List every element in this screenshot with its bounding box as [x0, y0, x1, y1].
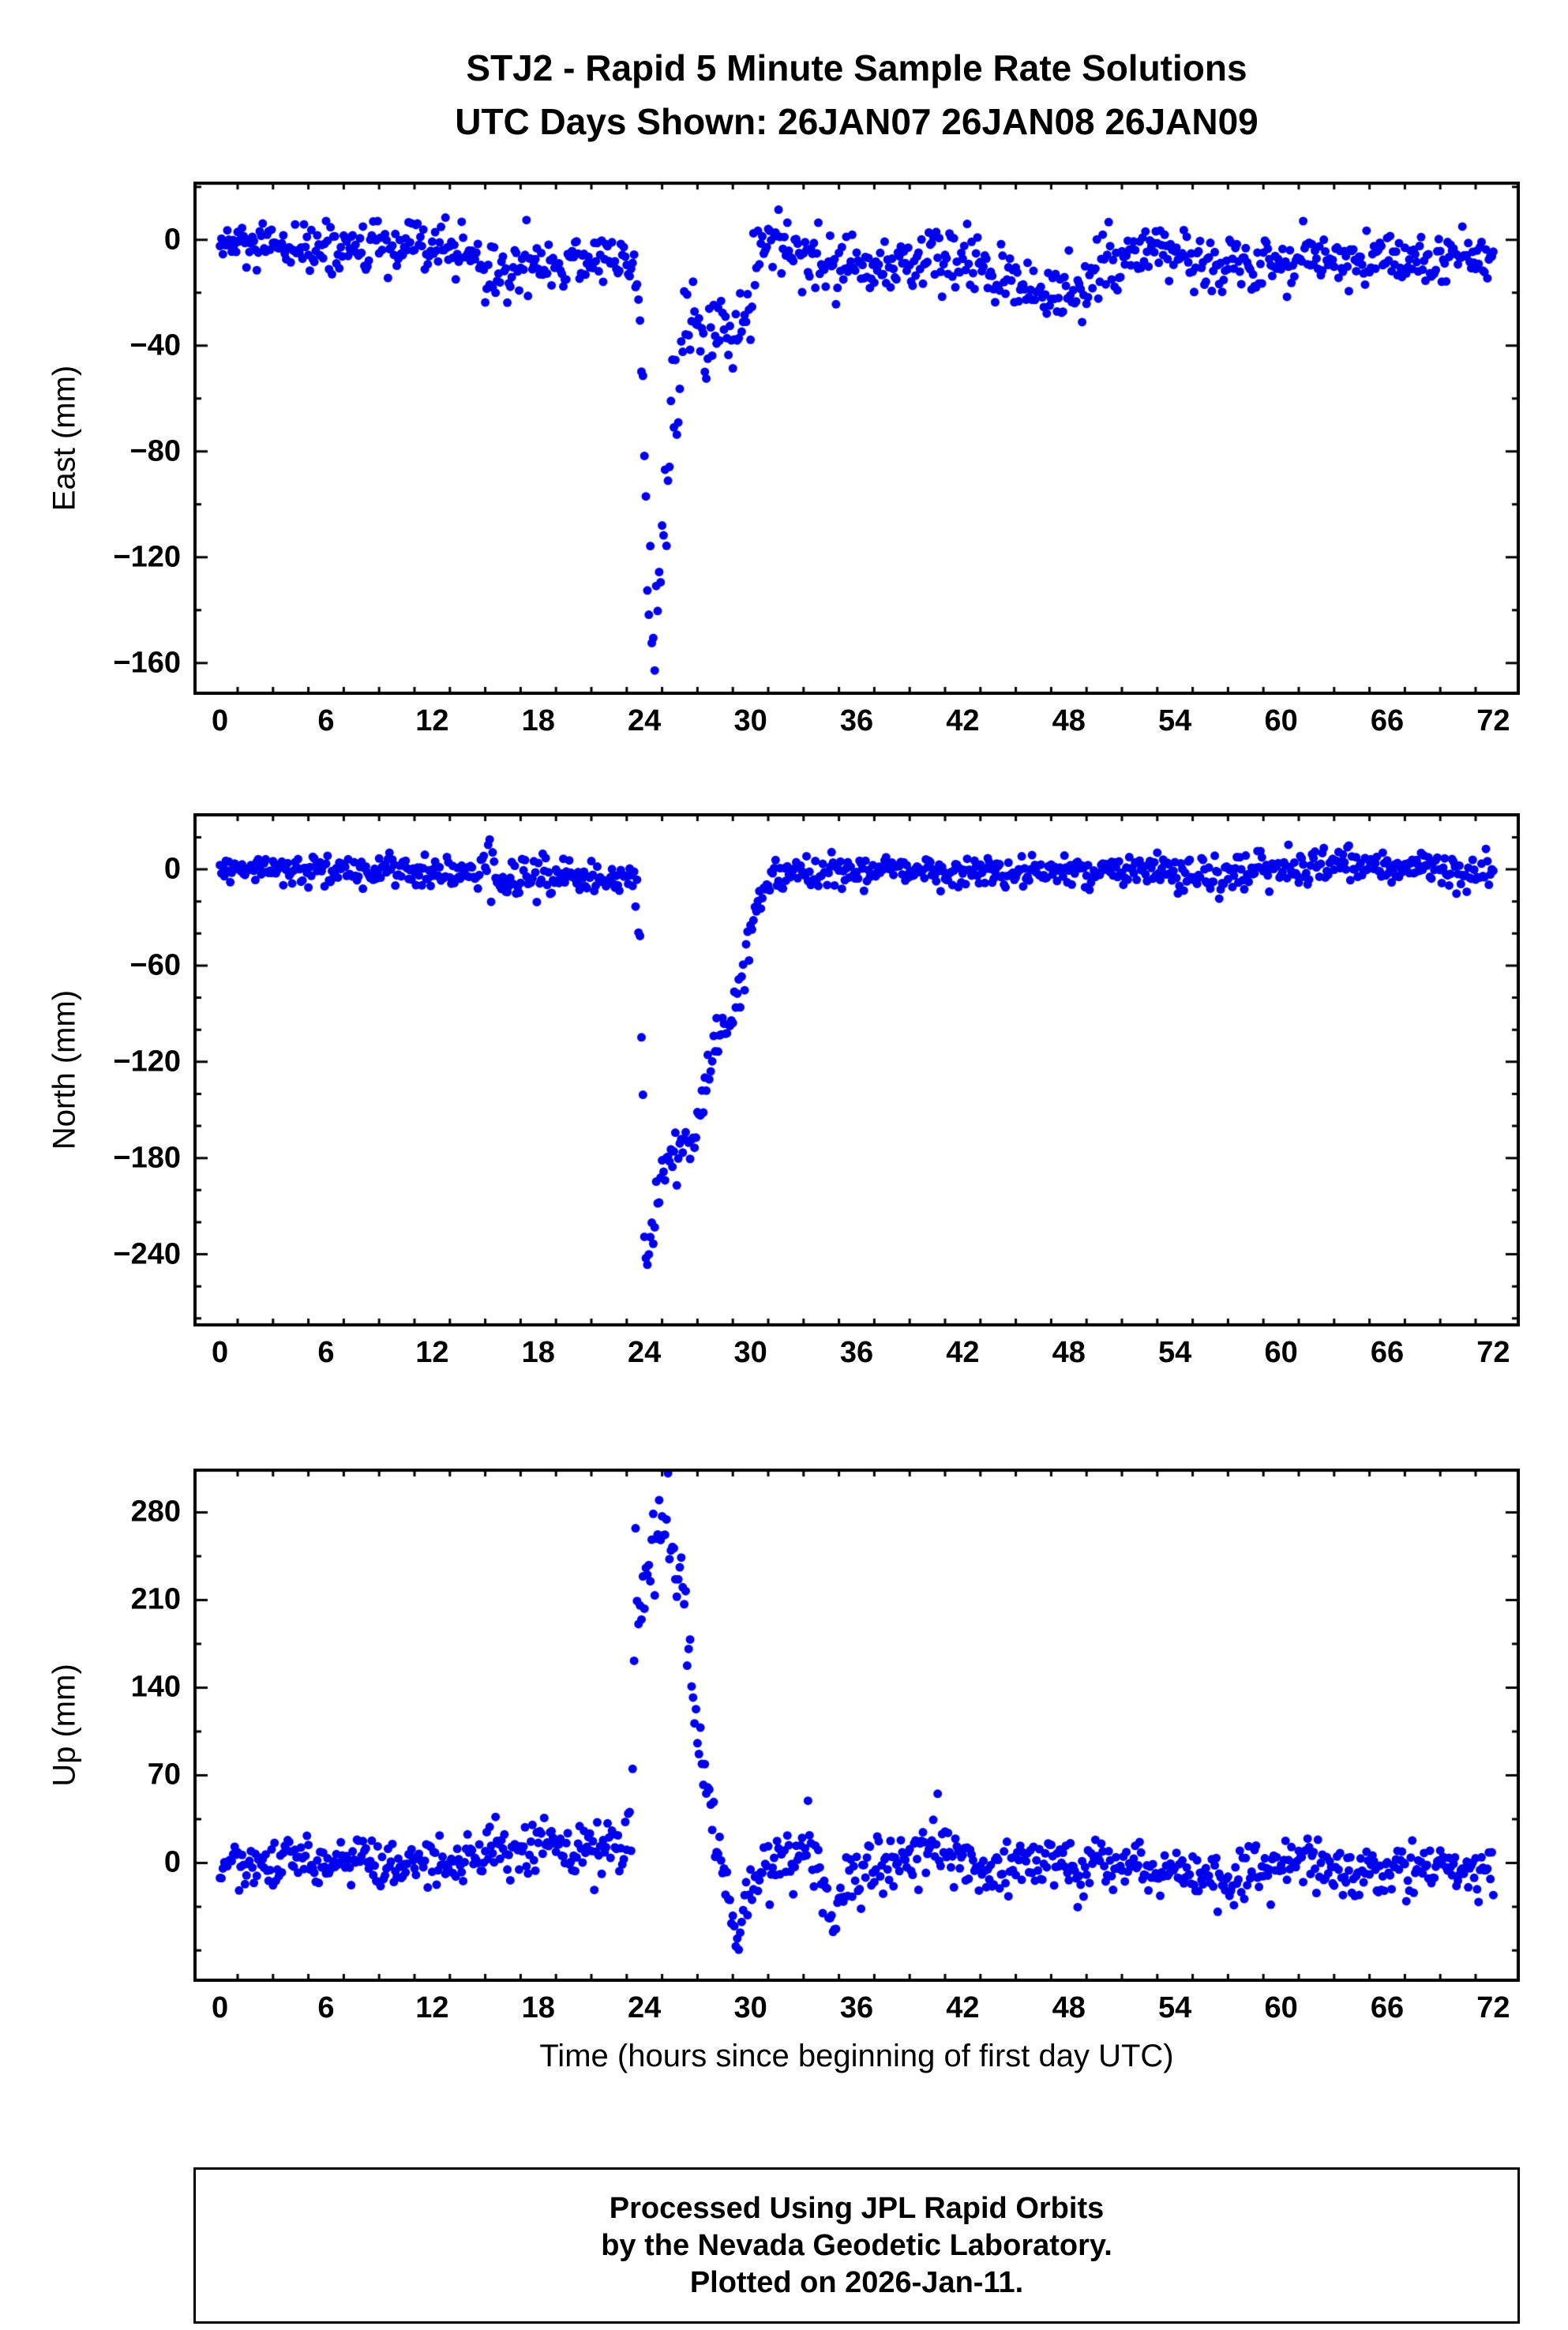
y-tick-label: −160 — [113, 646, 181, 680]
x-tick-label: 66 — [1370, 704, 1405, 737]
x-tick-label: 0 — [212, 704, 229, 737]
y-tick-label: 0 — [163, 852, 181, 886]
y-tick-label: 70 — [147, 1758, 181, 1792]
x-tick-label: 54 — [1158, 1991, 1192, 2024]
figure-subtitle: UTC Days Shown: 26JAN07 26JAN08 26JAN09 — [455, 101, 1259, 142]
x-tick-label: 18 — [521, 1336, 555, 1369]
x-tick-label: 42 — [946, 704, 980, 737]
x-tick-label: 42 — [946, 1336, 980, 1369]
y-tick-label: 140 — [130, 1670, 181, 1704]
x-tick-label: 12 — [415, 704, 449, 737]
y-tick-label: 0 — [163, 1845, 181, 1879]
y-tick-label: −40 — [129, 328, 181, 362]
footer-line-3: Plotted on 2026-Jan-11. — [689, 2265, 1024, 2299]
x-tick-label: 0 — [212, 1336, 229, 1369]
x-tick-label: 12 — [415, 1991, 449, 2024]
y-axis-label-north: North (mm) — [47, 989, 82, 1150]
x-tick-label: 72 — [1476, 1336, 1510, 1369]
y-axis-label-up: Up (mm) — [47, 1664, 82, 1787]
y-tick-label: −80 — [129, 434, 181, 468]
y-tick-label: −180 — [113, 1141, 181, 1175]
x-tick-label: 36 — [839, 704, 874, 737]
y-tick-label: −60 — [129, 948, 181, 982]
footer-box: Processed Using JPL Rapid Orbits by the … — [193, 2167, 1520, 2324]
x-tick-label: 72 — [1476, 704, 1510, 737]
x-tick-label: 36 — [839, 1991, 874, 2024]
x-tick-label: 48 — [1052, 1336, 1086, 1369]
y-tick-label: −240 — [113, 1237, 181, 1271]
x-tick-label: 66 — [1370, 1991, 1405, 2024]
x-tick-label: 54 — [1158, 704, 1192, 737]
x-tick-label: 6 — [317, 1991, 335, 2024]
x-tick-label: 6 — [317, 704, 335, 737]
x-tick-label: 48 — [1052, 1991, 1086, 2024]
scatter-plot-east — [193, 182, 1520, 695]
x-tick-label: 24 — [628, 1991, 662, 2024]
y-tick-label: −120 — [113, 1045, 181, 1079]
x-tick-label: 30 — [733, 1991, 767, 2024]
x-tick-label: 24 — [628, 1336, 662, 1369]
x-tick-label: 30 — [733, 1336, 767, 1369]
x-tick-label: 48 — [1052, 704, 1086, 737]
panel-up: Up (mm) 0 6 12 18 24 30 36 42 48 54 60 66 72 0 70 140 21… — [47, 1469, 1520, 2024]
x-tick-label: 66 — [1370, 1336, 1405, 1369]
y-tick-label: 210 — [130, 1582, 181, 1616]
x-tick-label: 0 — [212, 1991, 229, 2024]
x-tick-label: 72 — [1476, 1991, 1510, 2024]
panel-north: North (mm) 0 6 12 18 24 30 36 42 48 54 60 66 72 0 −60 −… — [47, 813, 1520, 1369]
x-tick-label: 42 — [946, 1991, 980, 2024]
footer-line-1: Processed Using JPL Rapid Orbits — [609, 2191, 1105, 2225]
scatter-plot-north — [193, 813, 1520, 1326]
panel-east: East (mm) 0 6 12 18 24 30 36 42 48 54 60 66 72 0 −40 −8… — [47, 182, 1520, 737]
x-tick-label: 18 — [521, 704, 555, 737]
footer-line-2: by the Nevada Geodetic Laboratory. — [601, 2228, 1112, 2262]
x-tick-label: 18 — [521, 1991, 555, 2024]
x-tick-label: 24 — [628, 704, 662, 737]
x-tick-label: 60 — [1264, 704, 1298, 737]
x-tick-label: 12 — [415, 1336, 449, 1369]
x-tick-label: 6 — [317, 1336, 335, 1369]
x-tick-label: 36 — [839, 1336, 874, 1369]
scatter-plot-up — [193, 1469, 1520, 1982]
y-axis-label-east: East (mm) — [47, 365, 82, 512]
x-tick-label: 60 — [1264, 1991, 1298, 2024]
y-tick-label: −120 — [113, 540, 181, 574]
x-tick-label: 30 — [733, 704, 767, 737]
x-axis-label: Time (hours since beginning of first day… — [539, 2039, 1174, 2073]
x-tick-label: 60 — [1264, 1336, 1298, 1369]
y-tick-label: 280 — [130, 1495, 181, 1529]
x-tick-label: 54 — [1158, 1336, 1192, 1369]
figure-title: STJ2 - Rapid 5 Minute Sample Rate Soluti… — [466, 47, 1247, 88]
y-tick-label: 0 — [163, 223, 181, 257]
